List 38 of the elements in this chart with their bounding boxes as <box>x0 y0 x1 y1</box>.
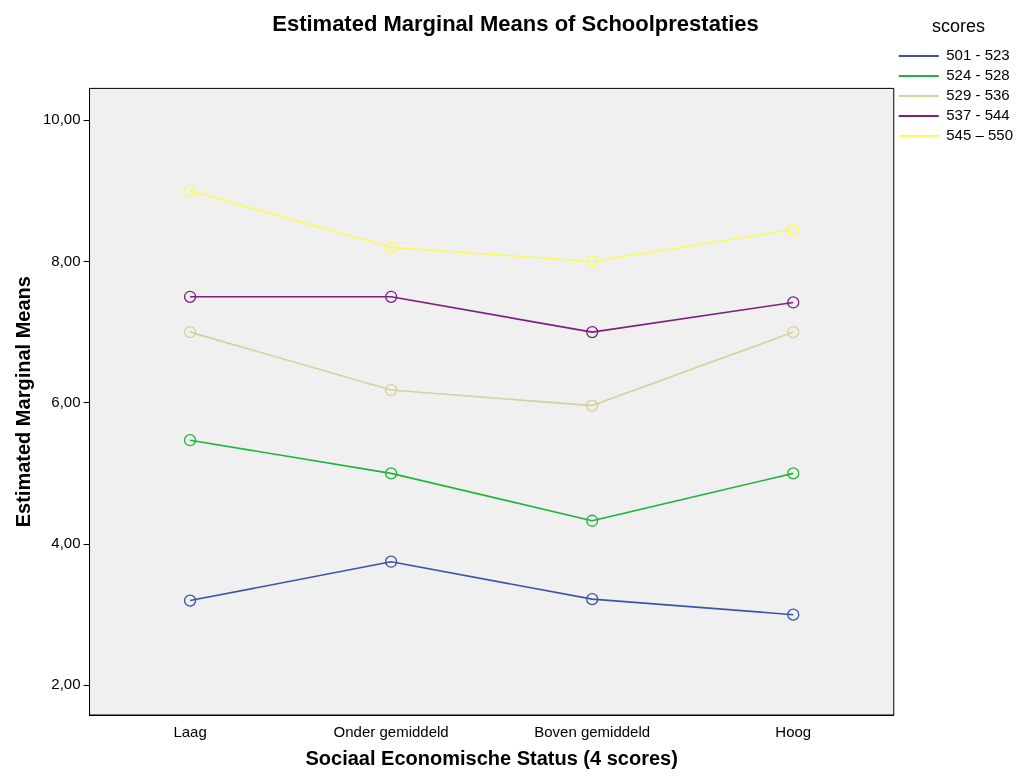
point <box>183 594 197 607</box>
point <box>787 223 800 236</box>
point <box>384 467 398 480</box>
legend-label: 545 – 550 <box>946 126 1013 144</box>
point <box>183 325 197 339</box>
point <box>384 555 398 568</box>
chart-title: Estimated Marginal Means of Schoolprestaties <box>272 11 759 37</box>
point <box>586 593 599 606</box>
y-tick-label: 6,00 <box>51 392 81 410</box>
point <box>586 255 599 268</box>
point <box>787 325 800 339</box>
y-tick-label: 2,00 <box>51 675 81 693</box>
point <box>183 290 197 303</box>
point <box>787 296 800 309</box>
legend-label: 537 - 544 <box>946 106 1010 124</box>
x-tick-label: Onder gemiddeld <box>333 723 449 741</box>
point <box>586 399 599 412</box>
y-axis-title: Estimated Marginal Means <box>11 276 34 528</box>
y-tick-label: 4,00 <box>51 534 81 552</box>
x-tick-label: Hoog <box>775 723 812 741</box>
legend-label: 501 - 523 <box>946 46 1010 64</box>
point <box>384 241 398 254</box>
legend-label: 524 - 528 <box>946 66 1010 84</box>
point <box>183 434 197 447</box>
y-tick-label: 10,00 <box>42 110 81 128</box>
y-tick-label: 8,00 <box>51 251 81 269</box>
x-tick-label: Laag <box>173 723 207 741</box>
point <box>586 325 599 339</box>
point <box>183 184 197 197</box>
point <box>787 608 800 621</box>
point <box>586 514 599 527</box>
legend-title: scores <box>931 15 985 36</box>
point <box>384 383 398 397</box>
legend-label: 529 - 536 <box>946 86 1010 104</box>
x-tick-label: Boven gemiddeld <box>534 723 651 741</box>
point <box>787 467 800 480</box>
point <box>384 290 398 303</box>
x-axis-title: Sociaal Economische Status (4 scores) <box>305 746 678 769</box>
